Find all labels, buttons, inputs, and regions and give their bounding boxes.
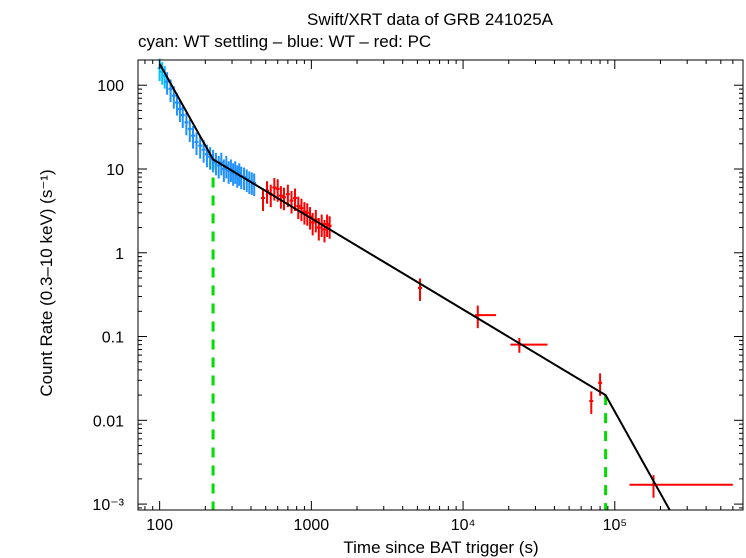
y-tick-label: 0.01 — [93, 413, 124, 430]
wt-point-11 — [198, 136, 203, 159]
pc-point-22 — [327, 216, 332, 239]
x-tick-label: 100 — [146, 517, 173, 534]
wt-point-6 — [180, 105, 185, 129]
pc-point-11 — [296, 196, 301, 220]
y-tick-label: 100 — [97, 78, 124, 95]
pc-point-26 — [589, 391, 594, 414]
chart-title: Swift/XRT data of GRB 241025A — [307, 10, 554, 29]
pc-point-23 — [417, 278, 422, 301]
x-tick-label: 1000 — [294, 517, 330, 534]
pc-point-6 — [278, 186, 283, 209]
wt-point-4 — [174, 93, 179, 116]
wt-point-8 — [187, 119, 192, 142]
y-tick-label: 10⁻³ — [92, 497, 124, 514]
y-tick-label: 0.1 — [102, 330, 124, 347]
pc-point-7 — [281, 187, 286, 211]
model-fit-line — [158, 63, 671, 511]
wt-point-7 — [184, 112, 189, 136]
y-tick-label: 10 — [106, 162, 124, 179]
pc-point-14 — [305, 203, 310, 226]
pc-point-20 — [322, 219, 327, 243]
pc-point-21 — [325, 214, 330, 238]
x-tick-label: 10⁵ — [603, 517, 627, 534]
wt-point-10 — [194, 132, 199, 155]
y-tick-label: 1 — [115, 246, 124, 263]
axis-ticks: 100 1000 10⁴ 10⁵ 100 10 1 0.1 0.01 10⁻³ — [92, 59, 744, 534]
pc-point-16 — [310, 212, 315, 236]
wt-point-9 — [191, 126, 196, 149]
pc-point-9 — [289, 191, 294, 214]
pc-point-1 — [260, 188, 265, 212]
pc-point-12 — [299, 198, 304, 222]
chart-subtitle: cyan: WT settling – blue: WT – red: PC — [138, 32, 431, 51]
wt-point-17 — [216, 155, 221, 179]
plot-frame — [137, 59, 744, 511]
x-tick-label: 10⁴ — [451, 517, 476, 534]
wt-point-19 — [221, 159, 226, 182]
wt-point-5 — [177, 99, 182, 122]
plot-area — [157, 58, 733, 511]
y-axis-label: Count Rate (0.3–10 keV) (s⁻¹) — [37, 169, 56, 396]
pc-point-10 — [292, 188, 297, 212]
x-axis-label: Time since BAT trigger (s) — [343, 538, 538, 557]
